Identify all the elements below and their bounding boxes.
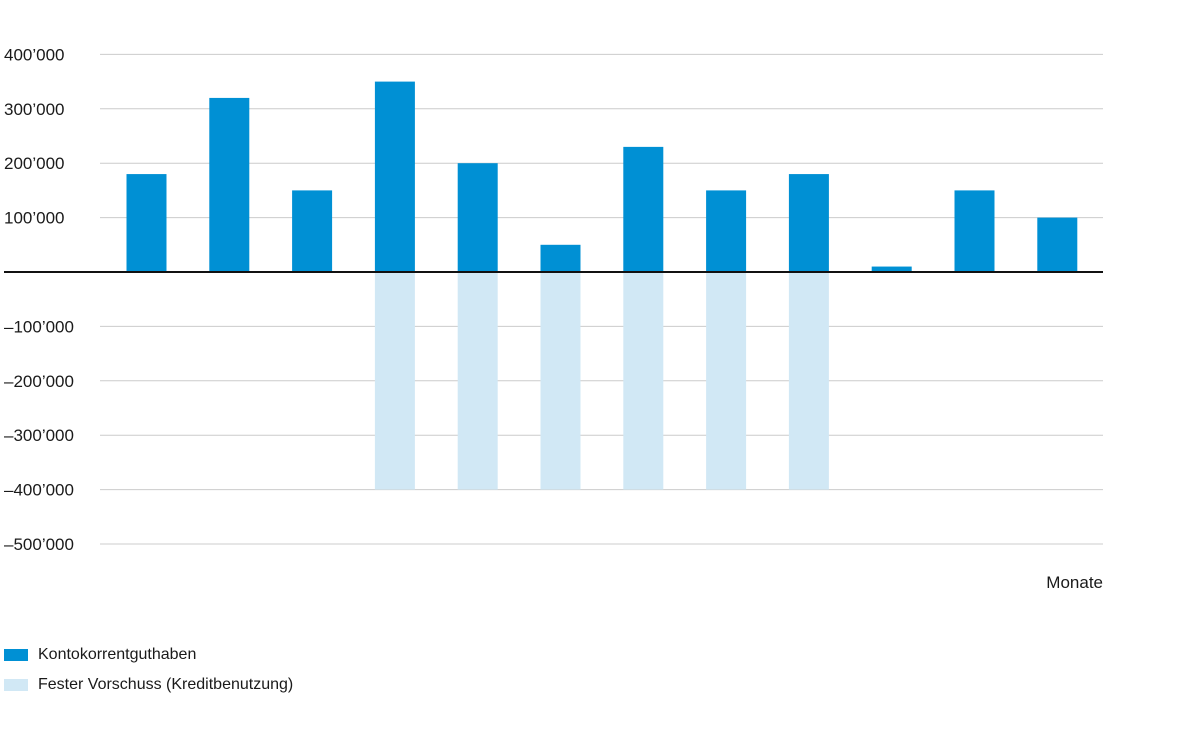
y-tick-label: 300’000 <box>4 100 65 119</box>
legend: Kontokorrentguthaben Fester Vorschuss (K… <box>4 640 293 700</box>
legend-label-fester-vorschuss: Fester Vorschuss (Kreditbenutzung) <box>38 676 294 693</box>
legend-item-fester-vorschuss: Fester Vorschuss (Kreditbenutzung) <box>4 670 293 700</box>
bar-kontokorrentguthaben <box>706 190 747 272</box>
bar-kontokorrentguthaben <box>954 190 995 272</box>
y-tick-label: 200’000 <box>4 154 65 173</box>
bar-fester-vorschuss <box>374 272 415 490</box>
bar-kontokorrentguthaben <box>871 266 912 272</box>
bar-fester-vorschuss <box>540 272 581 490</box>
y-tick-label: –400’000 <box>4 481 74 500</box>
bar-kontokorrentguthaben <box>209 97 250 272</box>
y-tick-label: –200’000 <box>4 372 74 391</box>
bar-fester-vorschuss <box>457 272 498 490</box>
legend-swatch-fester-vorschuss <box>4 679 28 691</box>
bar-kontokorrentguthaben <box>623 146 664 272</box>
bar-chart: 400’000 300’000 200’000 100’000 –100’000 –200… <box>4 45 1103 592</box>
bar-kontokorrentguthaben <box>1037 217 1078 272</box>
y-tick-label: –500’000 <box>4 535 74 554</box>
bar-kontokorrentguthaben <box>457 163 498 272</box>
bar-fester-vorschuss <box>788 272 829 490</box>
bar-kontokorrentguthaben <box>788 174 829 272</box>
legend-swatch-kontokorrentguthaben <box>4 649 28 661</box>
y-tick-label: 400’000 <box>4 45 65 64</box>
x-axis-title: Monate <box>1046 573 1103 592</box>
legend-label-kontokorrentguthaben: Kontokorrentguthaben <box>38 646 197 663</box>
bar-kontokorrentguthaben <box>374 81 415 272</box>
bar-kontokorrentguthaben <box>126 174 167 272</box>
bar-fester-vorschuss <box>623 272 664 490</box>
legend-item-kontokorrentguthaben: Kontokorrentguthaben <box>4 640 293 670</box>
y-tick-label: –100’000 <box>4 317 74 336</box>
y-tick-label: –300’000 <box>4 426 74 445</box>
bar-fester-vorschuss <box>706 272 747 490</box>
y-tick-label: 100’000 <box>4 209 65 228</box>
bar-kontokorrentguthaben <box>292 190 333 272</box>
bar-kontokorrentguthaben <box>540 244 581 272</box>
